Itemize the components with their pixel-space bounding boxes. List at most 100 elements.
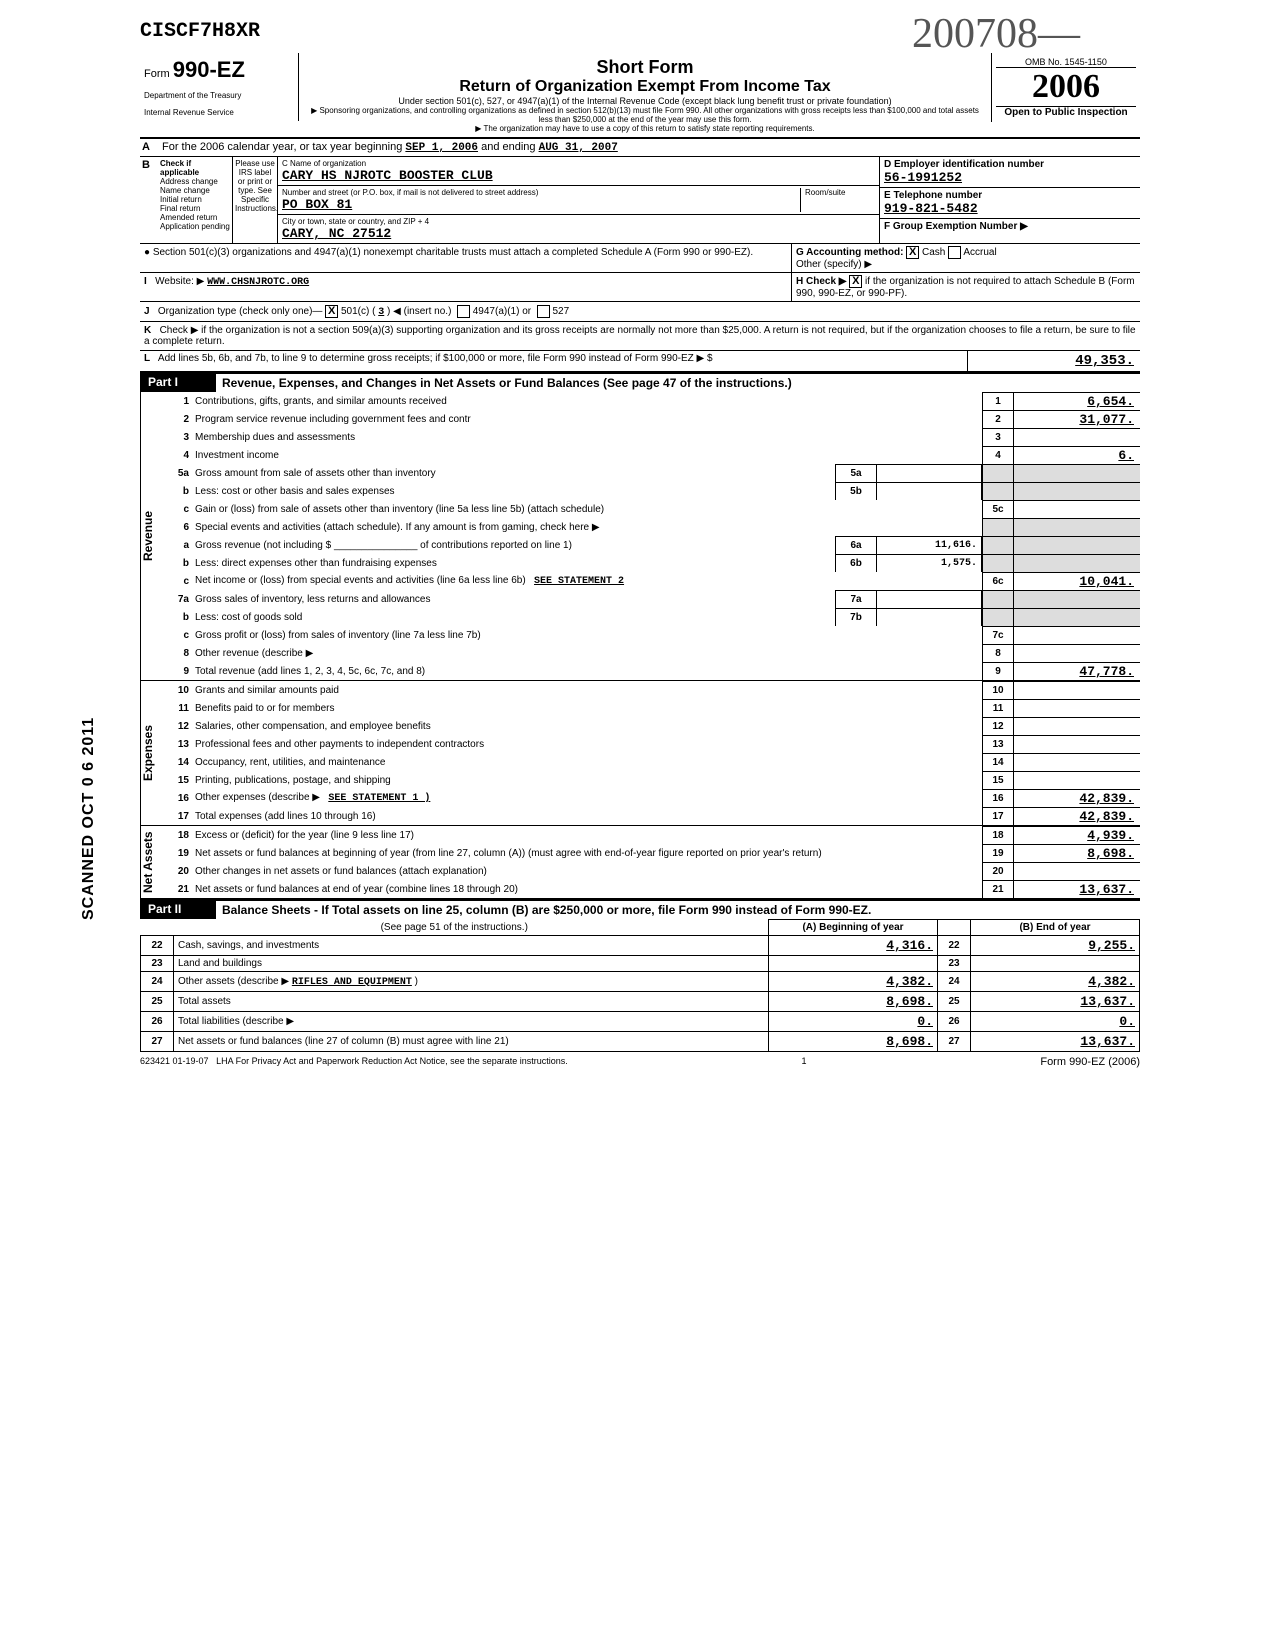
part2-instruction: (See page 51 of the instructions.) [141,920,769,936]
line-c: cGross profit or (loss) from sales of in… [161,626,1140,644]
line-7a: 7aGross sales of inventory, less returns… [161,590,1140,608]
handwritten-year: 200708— [912,10,1080,58]
line-2: 2Program service revenue including gover… [161,410,1140,428]
form-subtitle: Under section 501(c), 527, or 4947(a)(1)… [307,96,983,106]
note-2: ▶ The organization may have to use a cop… [307,124,983,133]
check-header: Check if applicable [160,159,230,177]
line-j: J Organization type (check only one)— X … [140,302,1140,322]
j-527: 527 [552,306,569,317]
j-501c: 501(c) ( [341,306,375,317]
line-10: 10Grants and similar amounts paid10 [161,681,1140,699]
addr-label: Number and street (or P.O. box, if mail … [282,188,800,197]
line-6: 6Special events and activities (attach s… [161,518,1140,536]
header-left: Form 990-EZ Department of the Treasury I… [140,53,299,121]
footer-lha: LHA For Privacy Act and Paperwork Reduct… [216,1056,568,1066]
netassets-block: Net Assets 18Excess or (deficit) for the… [140,826,1140,900]
j-4947: 4947(a)(1) or [473,306,531,317]
line-20: 20Other changes in net assets or fund ba… [161,862,1140,880]
line-8: 8Other revenue (describe ▶8 [161,644,1140,662]
line-4: 4Investment income46. [161,446,1140,464]
balance-row-24: 24 Other assets (describe ▶ RIFLES AND E… [141,972,1140,992]
line-5a: 5aGross amount from sale of assets other… [161,464,1140,482]
sched-a-note: ● Section 501(c)(3) organizations and 49… [140,244,791,272]
opt-amended: Amended return [160,213,230,222]
city-label: City or town, state or country, and ZIP … [282,217,875,226]
line-b: bLess: direct expenses other than fundra… [161,554,1140,572]
g-label: G Accounting method: [796,247,903,258]
h-checkbox[interactable]: X [849,275,862,288]
h-label: H Check ▶ [796,276,846,287]
right-block: D Employer identification number 56-1991… [879,157,1140,243]
expenses-block: Expenses 10Grants and similar amounts pa… [140,681,1140,826]
k-label: K [144,325,151,336]
form-year: 2006 [996,68,1136,106]
balance-row-25: 25 Total assets 8,698. 25 13,637. [141,992,1140,1012]
footer-code: 623421 01-19-07 [140,1056,209,1066]
l-arrow: ▶ $ [697,353,713,364]
accrual-checkbox[interactable] [948,246,961,259]
header-right: OMB No. 1545-1150 2006 Open to Public In… [991,53,1140,122]
line-l: L Add lines 5b, 6b, and 7b, to line 9 to… [140,351,1140,373]
gross-receipts-val: 49,353. [967,351,1140,371]
part1-header: Part I Revenue, Expenses, and Changes in… [140,373,1140,392]
org-addr: PO BOX 81 [282,197,800,212]
blank-numcol [938,920,971,936]
l-text: Add lines 5b, 6b, and 7b, to line 9 to d… [158,353,694,364]
line-k: K Check ▶ if the organization is not a s… [140,322,1140,351]
j-num: 3 [378,307,384,318]
line-1: 1Contributions, gifts, grants, and simil… [161,392,1140,410]
line-18: 18Excess or (deficit) for the year (line… [161,826,1140,844]
part2-label: Part II [140,900,216,919]
col-a-header: (A) Beginning of year [769,920,938,936]
netassets-vert-label: Net Assets [140,826,161,898]
j-527-check[interactable] [537,305,550,318]
tax-year-begin: SEP 1, 2006 [405,142,478,154]
balance-row-23: 23 Land and buildings 23 [141,956,1140,972]
line-13: 13Professional fees and other payments t… [161,735,1140,753]
part1-label: Part I [140,373,216,392]
label-a: A [140,139,158,156]
j-label: J [144,306,150,317]
form-header: Form 990-EZ Department of the Treasury I… [140,53,1140,139]
line-b: bLess: cost of goods sold7b [161,608,1140,626]
g-accrual: Accrual [963,247,996,258]
form-title: Return of Organization Exempt From Incom… [307,78,983,96]
revenue-block: Revenue 1Contributions, gifts, grants, a… [140,392,1140,681]
line-14: 14Occupancy, rent, utilities, and mainte… [161,753,1140,771]
balance-row-22: 22 Cash, savings, and investments 4,316.… [141,936,1140,956]
open-public: Open to Public Inspection [996,106,1136,118]
footer-page: 1 [802,1056,807,1068]
scanned-stamp: SCANNED OCT 0 6 2011 [80,717,98,920]
opt-pending: Application pending [160,222,230,231]
line-c: cNet income or (loss) from special event… [161,572,1140,590]
e-label: E Telephone number [884,190,1136,201]
dept-treasury: Department of the Treasury [144,91,294,100]
col-b-header: (B) End of year [971,920,1140,936]
k-text: Check ▶ if the organization is not a sec… [144,325,1136,347]
line-b: bLess: cost or other basis and sales exp… [161,482,1140,500]
phone: 919-821-5482 [884,201,1136,216]
room-label: Room/suite [805,188,875,197]
dept-irs: Internal Revenue Service [144,108,294,117]
j-4947-check[interactable] [457,305,470,318]
footer-form: Form 990-EZ (2006) [1040,1056,1140,1068]
website-label: Website: ▶ [155,276,204,287]
i-label: I [144,276,147,287]
form-page: SCANNED OCT 0 6 2011 200708— CISCF7H8XR … [140,20,1140,1072]
website: WWW.CHSNJROTC.ORG [207,277,309,288]
part1-title: Revenue, Expenses, and Changes in Net As… [216,373,1140,392]
cash-checkbox[interactable]: X [906,246,919,259]
part2-title: Balance Sheets - If Total assets on line… [216,900,1140,919]
line-a-mid: and ending [481,141,535,153]
check-column: Check if applicable Address change Name … [158,157,233,243]
line-a: aGross revenue (not including $ ________… [161,536,1140,554]
j-501c-check[interactable]: X [325,305,338,318]
g-other: Other (specify) ▶ [796,259,872,270]
line-a: A For the 2006 calendar year, or tax yea… [140,139,1140,157]
org-city: CARY, NC 27512 [282,226,875,241]
org-name: CARY HS NJROTC BOOSTER CLUB [282,168,875,183]
name-block: C Name of organization CARY HS NJROTC BO… [278,157,879,243]
line-3: 3Membership dues and assessments3 [161,428,1140,446]
opt-initial: Initial return [160,195,230,204]
form-label: Form [144,68,170,80]
